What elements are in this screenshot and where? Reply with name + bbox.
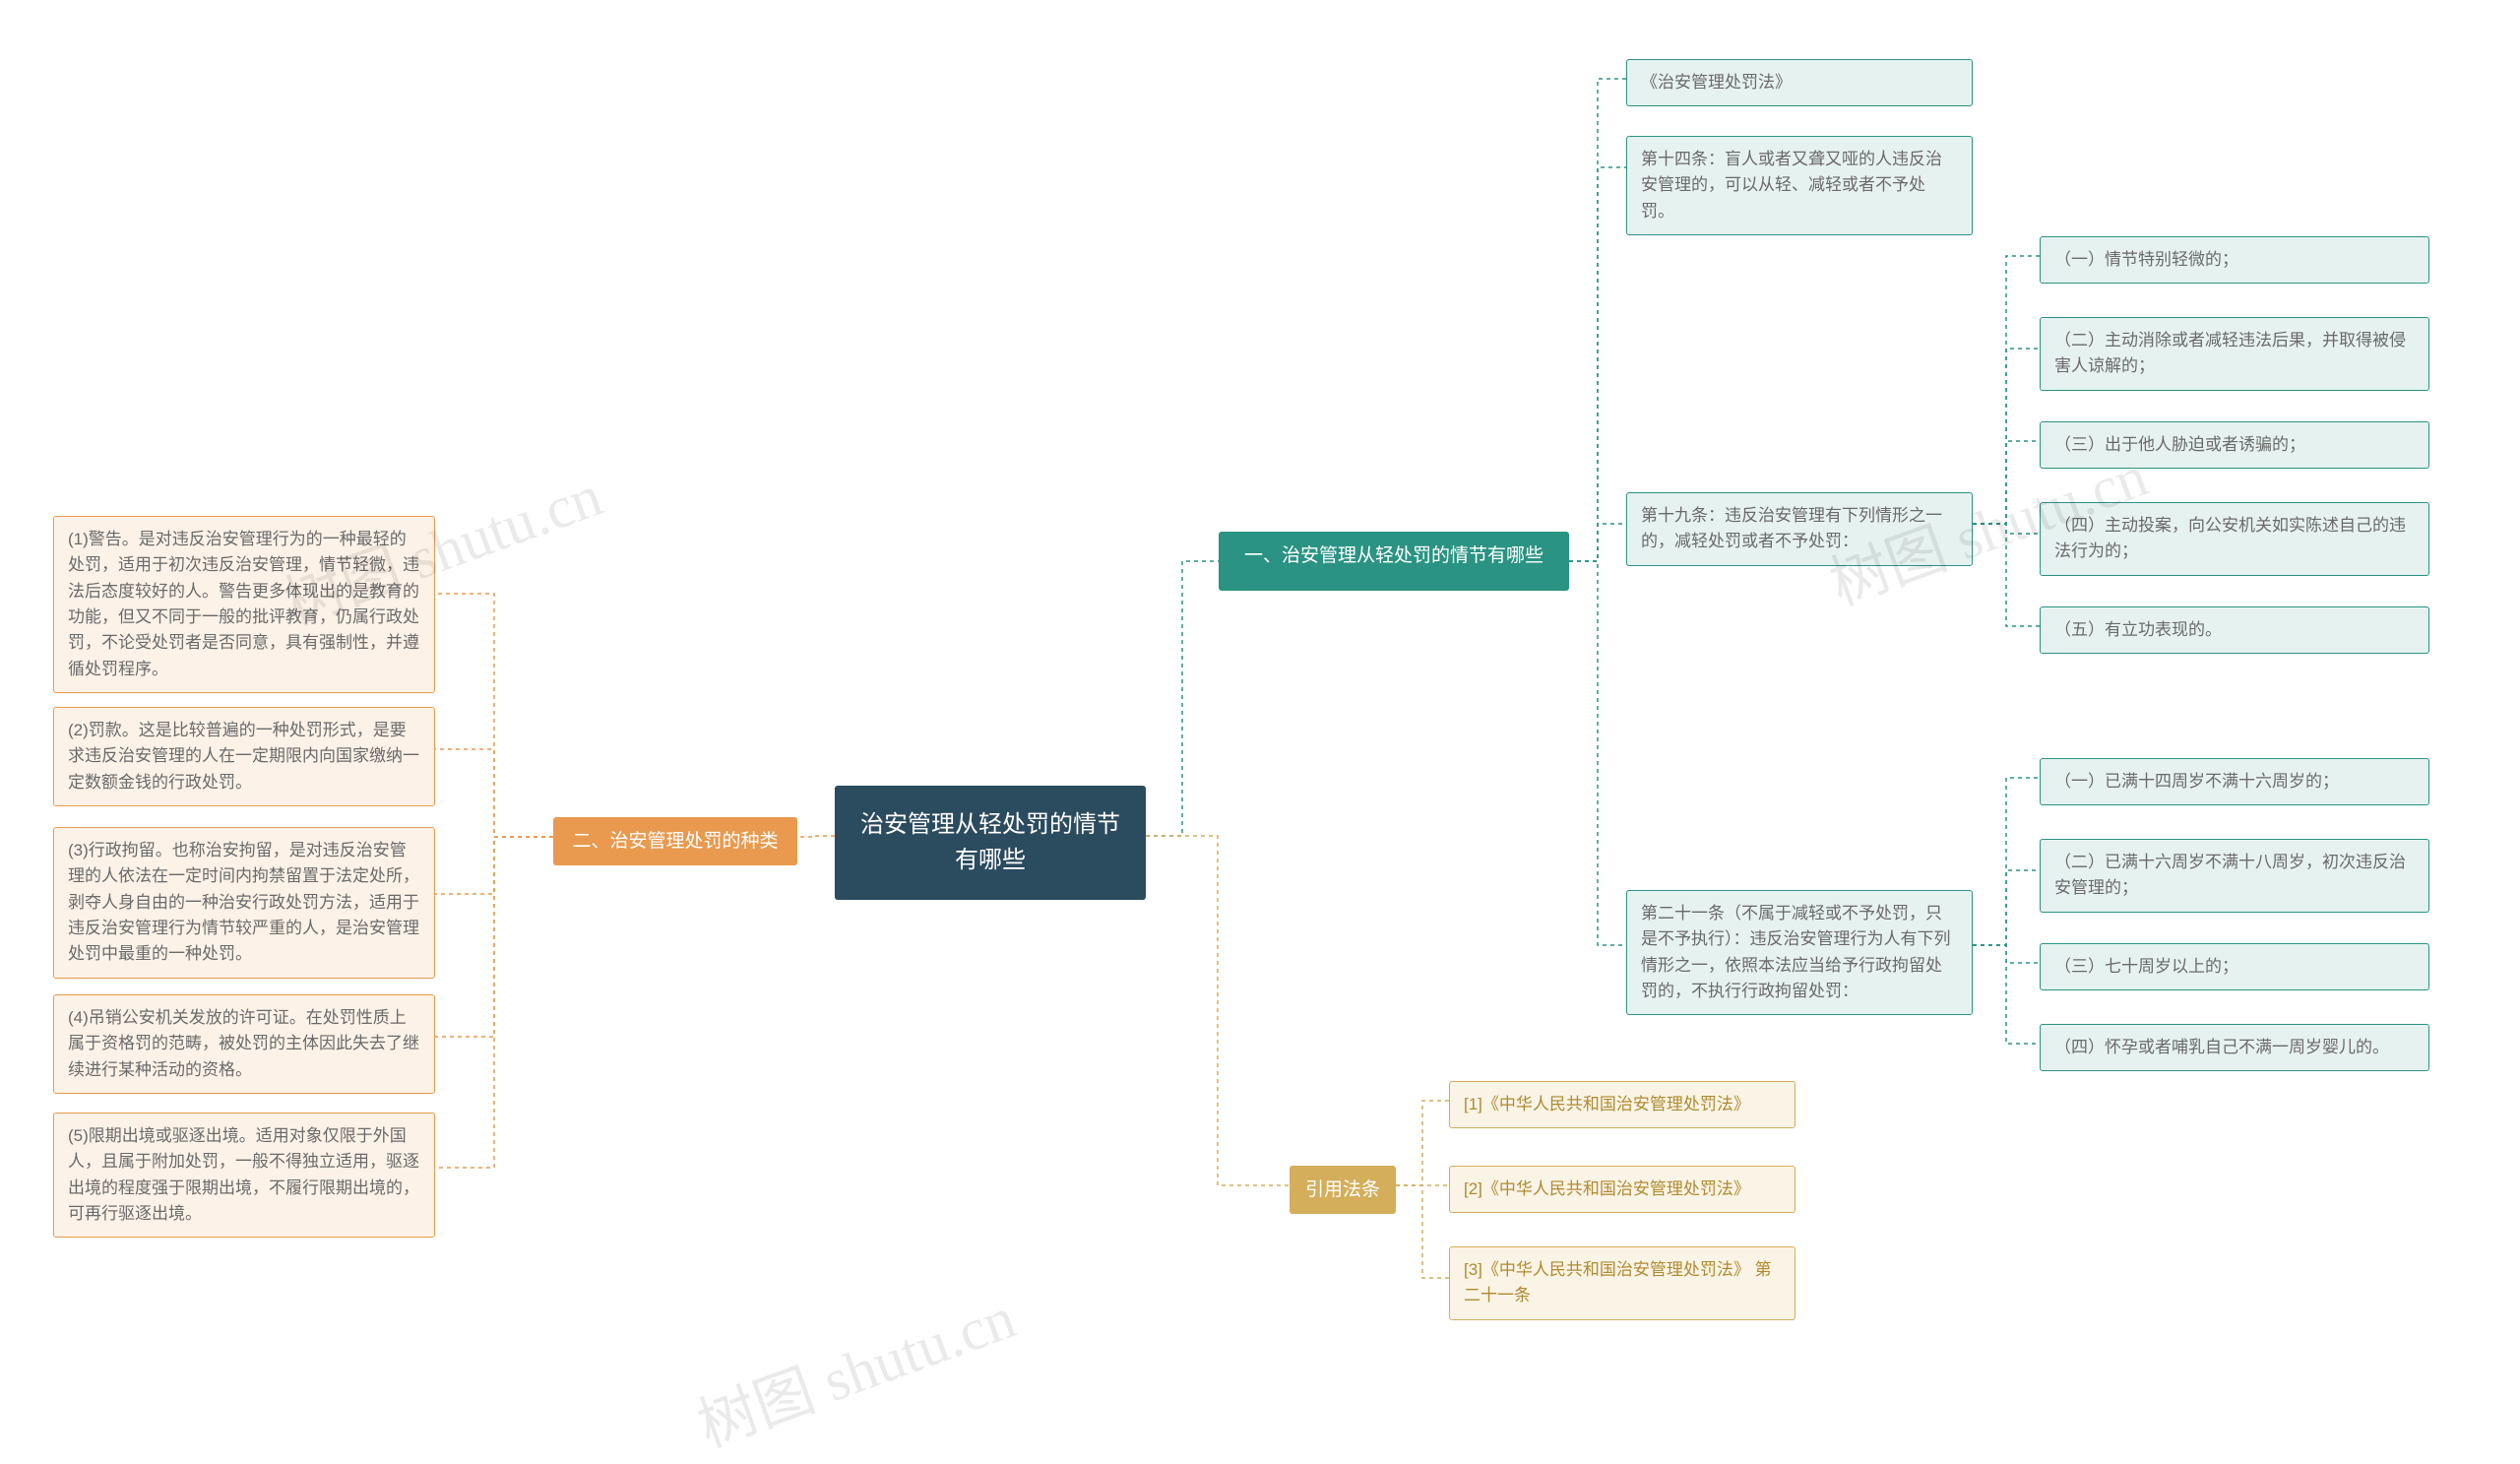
left-leaf-0: (1)警告。是对违反治安管理行为的一种最轻的处罚，适用于初次违反治安管理，情节轻… bbox=[53, 516, 435, 693]
right2-leaf-0: [1]《中华人民共和国治安管理处罚法》 bbox=[1449, 1081, 1796, 1128]
right1-leaf-0: 《治安管理处罚法》 bbox=[1626, 59, 1973, 106]
left-leaf-3: (4)吊销公安机关发放的许可证。在处罚性质上属于资格罚的范畴，被处罚的主体因此失… bbox=[53, 994, 435, 1094]
right1-sub21-3: （四）怀孕或者哺乳自己不满一周岁婴儿的。 bbox=[2040, 1024, 2429, 1071]
right1-sub19-2: （三）出于他人胁迫或者诱骗的； bbox=[2040, 421, 2429, 469]
left-leaf-2: (3)行政拘留。也称治安拘留，是对违反治安管理的人依法在一定时间内拘禁留置于法定… bbox=[53, 827, 435, 979]
center-node: 治安管理从轻处罚的情节有哪些 bbox=[835, 786, 1146, 900]
left-branch: 二、治安管理处罚的种类 bbox=[553, 817, 797, 865]
right2-leaf-1: [2]《中华人民共和国治安管理处罚法》 bbox=[1449, 1166, 1796, 1213]
right1-sub19-3: （四）主动投案，向公安机关如实陈述自己的违法行为的； bbox=[2040, 502, 2429, 576]
right1-branch: 一、治安管理从轻处罚的情节有哪些 bbox=[1219, 532, 1569, 591]
left-leaf-4: (5)限期出境或驱逐出境。适用对象仅限于外国人，且属于附加处罚，一般不得独立适用… bbox=[53, 1113, 435, 1238]
right1-sub19-1: （二）主动消除或者减轻违法后果，并取得被侵害人谅解的； bbox=[2040, 317, 2429, 391]
right2-branch: 引用法条 bbox=[1290, 1166, 1396, 1214]
right1-sub21-1: （二）已满十六周岁不满十八周岁，初次违反治安管理的； bbox=[2040, 839, 2429, 913]
right1-sub21-0: （一）已满十四周岁不满十六周岁的； bbox=[2040, 758, 2429, 805]
right2-leaf-2: [3]《中华人民共和国治安管理处罚法》 第二十一条 bbox=[1449, 1246, 1796, 1320]
right1-leaf-2: 第十九条：违反治安管理有下列情形之一的，减轻处罚或者不予处罚： bbox=[1626, 492, 1973, 566]
right1-leaf-1: 第十四条：盲人或者又聋又哑的人违反治安管理的，可以从轻、减轻或者不予处罚。 bbox=[1626, 136, 1973, 235]
right1-sub19-0: （一）情节特别轻微的； bbox=[2040, 236, 2429, 284]
watermark: 树图 shutu.cn bbox=[684, 1270, 1025, 1464]
left-leaf-1: (2)罚款。这是比较普遍的一种处罚形式，是要求违反治安管理的人在一定期限内向国家… bbox=[53, 707, 435, 806]
right1-leaf-3: 第二十一条（不属于减轻或不予处罚，只是不予执行）：违反治安管理行为人有下列情形之… bbox=[1626, 890, 1973, 1015]
right1-sub19-4: （五）有立功表现的。 bbox=[2040, 606, 2429, 654]
right1-sub21-2: （三）七十周岁以上的； bbox=[2040, 943, 2429, 990]
